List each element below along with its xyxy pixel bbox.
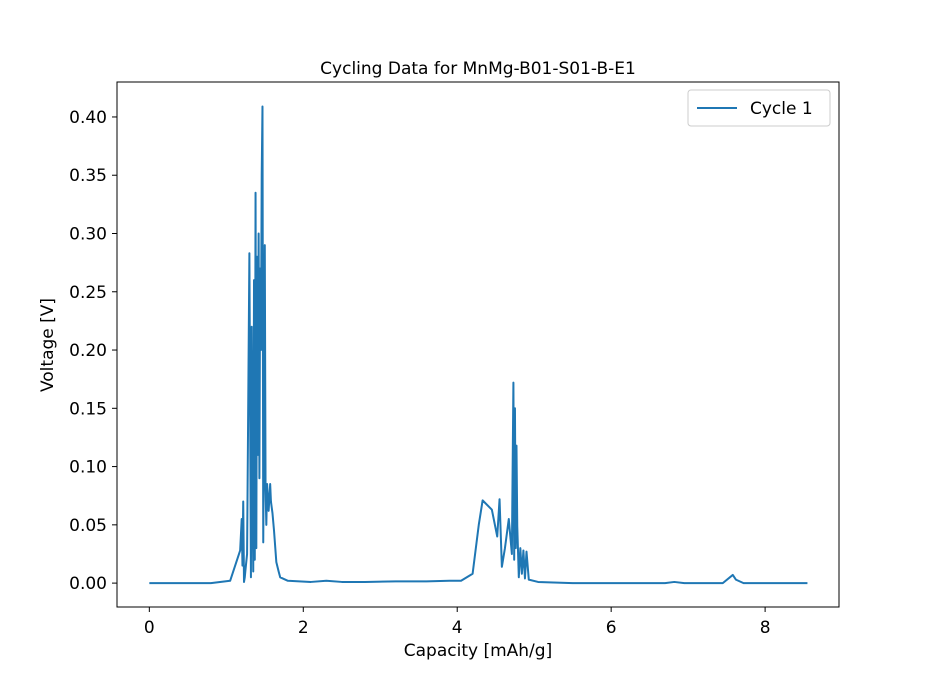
legend-label-cycle-1: Cycle 1	[750, 99, 813, 119]
y-axis-label: Voltage [V]	[38, 298, 58, 392]
x-axis-ticks: 0 2 4 6 8	[144, 607, 771, 638]
y-tick-label: 0.15	[69, 399, 107, 419]
y-tick-label: 0.20	[69, 341, 107, 361]
y-axis-ticks: 0.00 0.05 0.10 0.15 0.20 0.25 0.30 0.35 0.40	[69, 108, 117, 594]
x-tick-label: 8	[760, 618, 771, 638]
x-axis-label: Capacity [mAh/g]	[404, 641, 552, 661]
axes-frame	[116, 81, 840, 608]
y-tick-label: 0.00	[69, 574, 107, 594]
y-tick-label: 0.40	[69, 108, 107, 128]
y-tick-label: 0.10	[69, 458, 107, 478]
y-tick-label: 0.35	[69, 166, 107, 186]
plot-area	[149, 105, 808, 585]
series-line-cycle-1	[149, 105, 808, 585]
x-tick-label: 2	[298, 618, 309, 638]
y-tick-label: 0.05	[69, 516, 107, 536]
x-tick-label: 0	[144, 618, 155, 638]
legend: Cycle 1	[687, 89, 831, 127]
x-tick-label: 4	[452, 618, 463, 638]
chart-title: Cycling Data for MnMg-B01-S01-B-E1	[320, 59, 636, 79]
y-tick-label: 0.30	[69, 224, 107, 244]
y-tick-label: 0.25	[69, 283, 107, 303]
legend-box	[687, 89, 831, 127]
x-tick-label: 6	[606, 618, 617, 638]
